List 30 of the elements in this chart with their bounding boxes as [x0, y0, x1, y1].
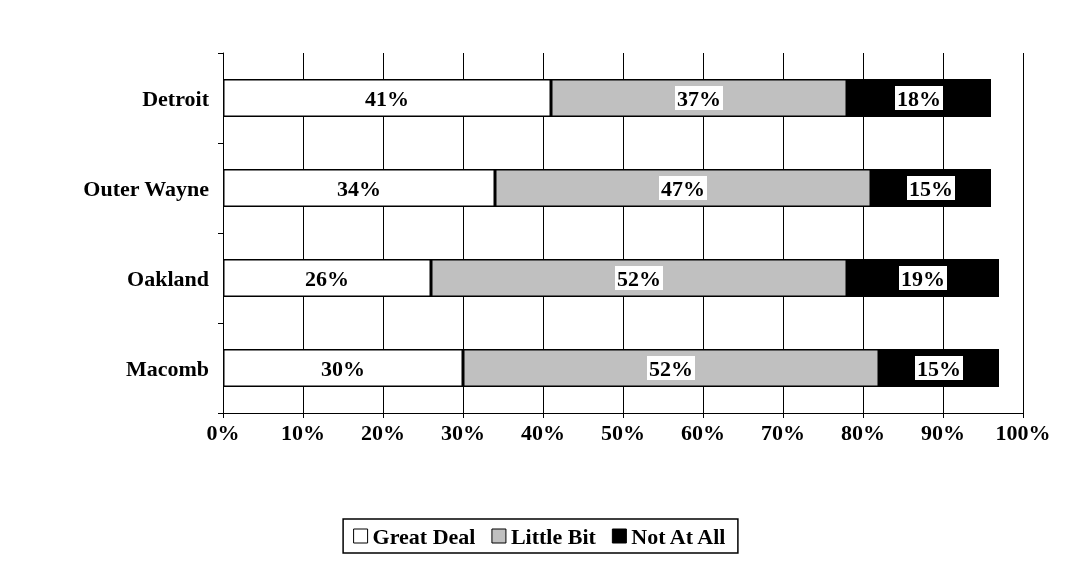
data-label: 19% [901, 265, 945, 291]
data-label: 41% [365, 85, 409, 111]
x-tick-label: 60% [681, 419, 725, 445]
x-tick-label: 0% [206, 419, 240, 445]
data-label: 52% [649, 355, 693, 381]
data-label: 30% [321, 355, 365, 381]
legend-label: Great Deal [372, 523, 476, 549]
data-label: 52% [617, 265, 661, 291]
y-tick-label: Macomb [125, 355, 209, 381]
data-label: 15% [917, 355, 961, 381]
x-tick-label: 50% [601, 419, 645, 445]
data-label: 34% [337, 175, 381, 201]
x-tick-label: 10% [281, 419, 325, 445]
y-tick-label: Oakland [127, 265, 209, 291]
data-label: 47% [661, 175, 705, 201]
legend-label: Not At All [631, 523, 726, 549]
data-label: 26% [305, 265, 349, 291]
x-tick-label: 40% [521, 419, 565, 445]
data-label: 37% [677, 85, 721, 111]
x-tick-label: 80% [841, 419, 885, 445]
x-tick-label: 100% [995, 419, 1051, 445]
legend-label: Little Bit [510, 523, 597, 549]
x-tick-label: 30% [441, 419, 485, 445]
data-label: 15% [909, 175, 953, 201]
data-label: 18% [897, 85, 941, 111]
y-tick-label: Detroit [142, 85, 210, 111]
x-tick-label: 90% [921, 419, 965, 445]
x-tick-label: 70% [761, 419, 805, 445]
y-tick-label: Outer Wayne [83, 175, 210, 201]
x-tick-label: 20% [361, 419, 405, 445]
